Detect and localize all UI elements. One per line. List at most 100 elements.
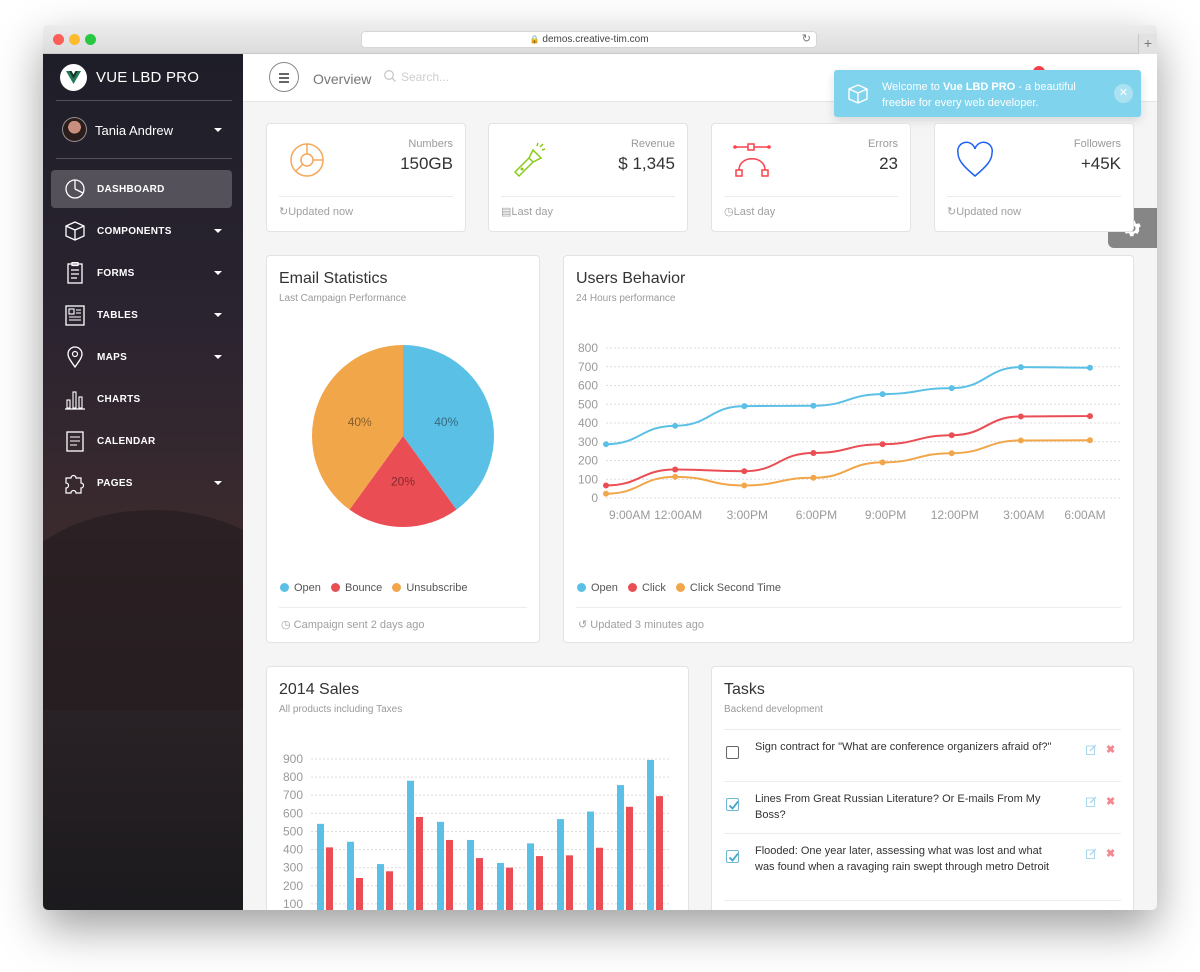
chevron-down-icon	[214, 481, 222, 485]
chart-legend: Open Bounce Unsubscribe	[280, 582, 475, 594]
pie-slice	[403, 345, 494, 510]
users-behavior-card: Users Behavior 24 Hours performance 0 100…	[563, 255, 1134, 643]
sidebar-item-label: CHARTS	[97, 394, 141, 405]
stat-card-errors: Errors 23 ◷Last day	[711, 123, 911, 232]
sidebar-item-calendar[interactable]: CALENDAR	[51, 422, 232, 460]
data-point	[1017, 413, 1024, 420]
data-point	[948, 432, 955, 439]
calendar-icon: ▤	[501, 206, 512, 218]
task-checkbox[interactable]	[726, 850, 739, 863]
data-point	[603, 482, 609, 489]
stat-footer-text: Last day	[733, 206, 776, 218]
data-point	[810, 402, 817, 409]
legend-label: Bounce	[344, 582, 383, 594]
bar	[557, 819, 564, 910]
legend-dot	[280, 583, 289, 592]
legend-dot	[675, 583, 685, 592]
minimize-window-button[interactable]	[69, 34, 80, 45]
browser-titlebar: 🔒 demos.creative-tim.com ↻ +	[43, 25, 1157, 54]
x-tick-label: 3:00AM	[1003, 508, 1044, 522]
task-checkbox[interactable]	[726, 798, 739, 811]
stat-divider	[501, 196, 675, 197]
data-point	[672, 473, 679, 480]
bar	[467, 839, 474, 910]
card-title: 2014 Sales	[279, 681, 360, 698]
task-text: Sign contract for "What are conference o…	[755, 741, 1052, 753]
close-window-button[interactable]	[53, 34, 64, 45]
pie-slice	[349, 436, 457, 527]
bar	[587, 811, 594, 910]
edit-icon[interactable]	[1086, 848, 1097, 859]
email-pie-chart: 40% 20% 40%	[312, 345, 494, 527]
tasks-card: Tasks Backend development Sign contract …	[711, 666, 1134, 910]
user-menu[interactable]: Tania Andrew	[43, 112, 243, 148]
x-tick-label: 12:00PM	[931, 508, 979, 522]
edit-icon[interactable]	[1086, 744, 1097, 755]
stat-card-revenue: Revenue $ 1,345 ▤Last day	[488, 123, 688, 232]
bar	[596, 847, 603, 910]
bar	[347, 841, 354, 910]
x-tick-label: 6:00PM	[796, 508, 837, 522]
data-point	[741, 403, 748, 410]
data-point	[672, 422, 679, 429]
legend-item: Open	[280, 582, 321, 594]
sidebar-item-pages[interactable]: PAGES	[51, 464, 232, 502]
card-subtitle: 24 Hours performance	[576, 293, 676, 304]
cube-icon	[848, 84, 868, 104]
notification-suffix: - a beautiful freebie for every web deve…	[882, 81, 1076, 109]
legend-item: Click	[627, 582, 666, 594]
legend-label: Open	[591, 582, 618, 594]
y-tick-label: 800	[283, 770, 303, 784]
edit-icon[interactable]	[1086, 796, 1097, 807]
sidebar-item-components[interactable]: COMPONENTS	[51, 212, 232, 250]
sidebar-item-label: DASHBOARD	[97, 184, 165, 195]
stat-divider	[947, 196, 1121, 197]
data-point	[1017, 437, 1024, 444]
new-tab-button[interactable]: +	[1138, 34, 1157, 54]
reload-icon[interactable]: ↻	[801, 33, 811, 45]
brand-name: VUE LBD PRO	[96, 69, 200, 86]
delete-icon[interactable]: ✖	[1106, 848, 1116, 860]
stat-footer: ▤Last day	[501, 205, 553, 218]
x-tick-label: 3:00PM	[727, 508, 768, 522]
close-notification-button[interactable]: ✕	[1114, 84, 1133, 103]
legend-dot	[330, 583, 340, 592]
brand[interactable]: VUE LBD PRO	[43, 54, 243, 102]
page-title[interactable]: Overview	[313, 71, 372, 87]
sidebar-item-dashboard[interactable]: DASHBOARD	[51, 170, 232, 208]
delete-icon[interactable]: ✖	[1106, 744, 1116, 756]
y-tick-label: 0	[591, 491, 598, 505]
menu-icon	[279, 77, 289, 79]
vector-bezier-icon	[733, 143, 771, 177]
maximize-window-button[interactable]	[85, 34, 96, 45]
address-bar[interactable]: 🔒 demos.creative-tim.com ↻	[361, 31, 817, 48]
sidebar-item-label: TABLES	[97, 310, 139, 321]
y-tick-label: 900	[283, 752, 303, 766]
y-tick-label: 300	[578, 435, 598, 449]
task-checkbox[interactable]	[726, 746, 739, 759]
bar	[476, 858, 483, 910]
sidebar-item-forms[interactable]: FORMS	[51, 254, 232, 292]
y-tick-label: 700	[578, 360, 598, 374]
bar	[656, 796, 663, 910]
y-tick-label: 200	[283, 879, 303, 893]
x-tick-label: 6:00AM	[1064, 508, 1105, 522]
task-item: Lines From Great Russian Literature? Or …	[724, 781, 1121, 833]
legend-label: Open	[294, 582, 321, 594]
menu-toggle-button[interactable]	[269, 62, 299, 92]
y-tick-label: 200	[578, 454, 598, 468]
data-point	[1087, 364, 1093, 371]
legend-dot	[392, 583, 402, 592]
search-input[interactable]	[401, 68, 541, 86]
delete-icon[interactable]: ✖	[1106, 796, 1116, 808]
y-tick-label: 300	[283, 861, 303, 875]
card-subtitle: Backend development	[724, 704, 823, 715]
data-point	[741, 468, 748, 475]
stat-footer: ◷Last day	[724, 205, 775, 218]
clock-icon: ◷	[281, 619, 294, 631]
sidebar-item-charts[interactable]: CHARTS	[51, 380, 232, 418]
sidebar-item-tables[interactable]: TABLES	[51, 296, 232, 334]
data-point	[948, 450, 955, 457]
stat-value: 23	[879, 154, 898, 173]
sidebar-item-maps[interactable]: MAPS	[51, 338, 232, 376]
